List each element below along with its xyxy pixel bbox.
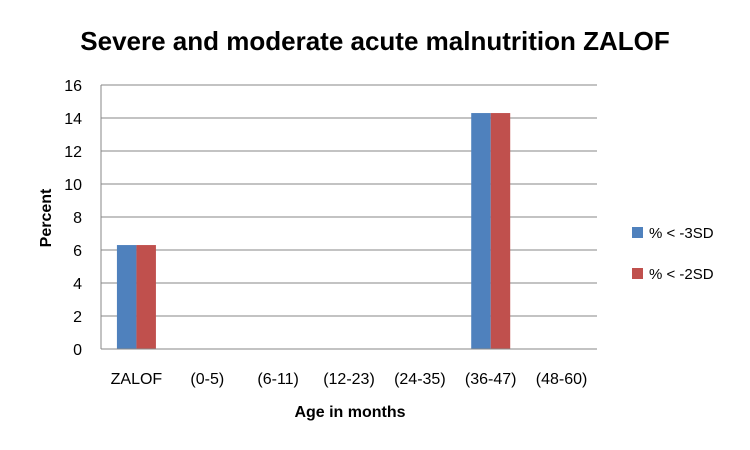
x-tick-label: (48-60): [536, 371, 588, 388]
bars: [116, 113, 511, 349]
x-axis-label: Age in months: [294, 404, 405, 421]
y-tick-label: 6: [73, 243, 82, 260]
legend-label: % < -3SD: [649, 225, 714, 242]
bar: [116, 245, 137, 349]
y-tick-label: 10: [64, 177, 82, 194]
x-tick-label: (24-35): [394, 371, 446, 388]
gridlines: [101, 84, 597, 350]
chart-title: Severe and moderate acute malnutrition Z…: [80, 26, 669, 56]
y-tick-label: 0: [73, 342, 82, 359]
legend-swatch: [632, 268, 643, 279]
legend-swatch: [632, 227, 643, 238]
y-tick-label: 4: [73, 276, 82, 293]
x-tick-label: (36-47): [465, 371, 517, 388]
y-axis-label: Percent: [38, 188, 55, 247]
x-tick-label: (6-11): [257, 371, 299, 388]
bar: [471, 113, 491, 349]
y-tick-label: 12: [64, 144, 82, 161]
y-tick-labels: 0 2 4 6 8 10 12 14 16: [64, 78, 82, 359]
legend-label: % < -2SD: [649, 266, 714, 283]
legend: % < -3SD % < -2SD: [632, 225, 714, 283]
y-tick-label: 16: [64, 78, 82, 95]
x-tick-labels: ZALOF (0-5) (6-11) (12-23) (24-35) (36-47) (48…: [111, 371, 588, 388]
x-tick-label: (0-5): [190, 371, 224, 388]
x-tick-label: (12-23): [323, 371, 375, 388]
bar: [136, 245, 156, 349]
bar: [490, 113, 511, 349]
y-tick-label: 8: [73, 210, 82, 227]
y-tick-label: 2: [73, 309, 82, 326]
y-tick-label: 14: [64, 111, 82, 128]
x-tick-label: ZALOF: [111, 371, 163, 388]
